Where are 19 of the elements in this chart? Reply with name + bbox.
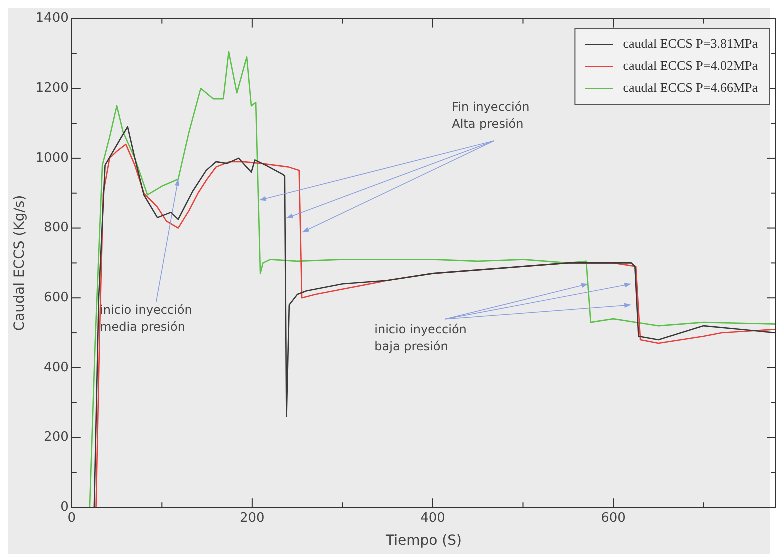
y-tick-label: 600	[44, 290, 69, 306]
y-tick-label: 200	[44, 430, 69, 446]
legend-label: caudal ECCS P=4.02MPa	[623, 58, 758, 74]
x-axis-title: Tiempo (S)	[384, 533, 462, 550]
y-tick-label: 0	[60, 500, 69, 515]
legend-label: caudal ECCS P=4.66MPa	[623, 80, 758, 96]
annotation: inicio inyección baja presión	[374, 322, 467, 354]
annotation: inicio inyección media presión	[100, 302, 192, 334]
y-axis-title: Caudal ECCS (Kg/s)	[12, 195, 28, 332]
x-tick-label: 200	[240, 510, 265, 526]
y-tick-label: 800	[44, 220, 69, 236]
y-tick-label: 1200	[36, 81, 69, 96]
y-tick-label: 1400	[36, 11, 69, 26]
x-tick-label: 400	[420, 510, 446, 526]
annotation: Fin inyección Alta presión	[452, 100, 530, 132]
legend-label: caudal ECCS P=3.81MPa	[623, 36, 758, 52]
y-tick-label: 1000	[36, 150, 69, 166]
y-tick-label: 400	[44, 360, 69, 376]
x-tick-label: 600	[601, 510, 626, 526]
